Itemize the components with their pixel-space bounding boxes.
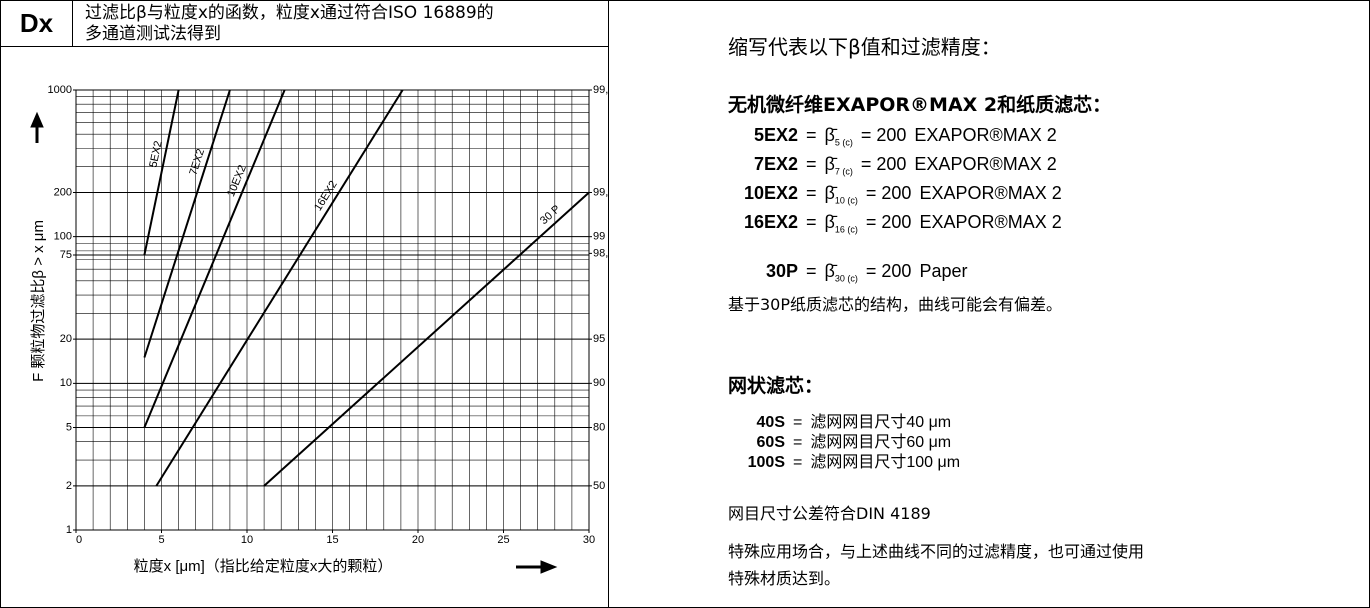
y-tick-label: 1000: [48, 84, 72, 96]
arrow-head: [540, 560, 558, 574]
abbrev-row: 5EX2 = β̄5 (c) = 200 EXAPOR®MAX 2: [728, 125, 1057, 148]
section-heading: 网状滤芯：: [728, 375, 824, 397]
y2-tick-label: 98,7: [593, 247, 608, 259]
x-tick-label: 5: [158, 534, 164, 546]
y-tick-label: 10: [60, 377, 72, 389]
y2-tick-label: 50: [593, 480, 605, 492]
y-tick-label: 75: [60, 249, 72, 261]
beta-symbol: β̄: [824, 212, 835, 232]
arrows: [30, 111, 558, 574]
equals: =: [806, 125, 817, 145]
note: 特殊应用场合，与上述曲线不同的过滤精度，也可通过使用特殊材质达到。: [728, 542, 1145, 588]
x-tick-label: 0: [76, 534, 82, 546]
series-label: 30 P: [538, 203, 563, 227]
mesh-row: 60S = 滤网网目尺寸60 μm: [728, 428, 952, 452]
beta-value: = 200: [865, 261, 912, 281]
beta-value: = 200: [865, 212, 912, 232]
y-axis-label: F 颗粒物过滤比β > x μm: [30, 220, 47, 382]
material: Paper: [919, 261, 968, 281]
title-line: 多通道测试法得到: [85, 24, 221, 44]
mesh-text: 滤网网目尺寸60 μm: [810, 434, 952, 451]
chart: 粒度x [μm]（指比给定粒度x大的颗粒） F 颗粒物过滤比β > x μm 1…: [30, 84, 608, 575]
x-tick-label: 20: [412, 534, 424, 546]
y2-tick-label: 95: [593, 333, 605, 345]
beta-value: = 200: [865, 183, 912, 203]
material: EXAPOR®MAX 2: [919, 212, 1062, 232]
y2-tick-label: 90: [593, 377, 605, 389]
y-tick-label: 5: [66, 421, 72, 433]
x-tick-label: 25: [497, 534, 509, 546]
series-line: [155, 89, 404, 487]
abbrev-row: 10EX2 = β̄10 (c) = 200 EXAPOR®MAX 2: [728, 183, 1062, 206]
y2-tick-label: 99,5: [593, 186, 608, 198]
divider: [608, 1, 609, 607]
code: 60S: [756, 434, 785, 451]
material: EXAPOR®MAX 2: [919, 183, 1062, 203]
intro: 缩写代表以下β值和过滤精度：: [728, 35, 1001, 59]
series-line: [143, 89, 180, 256]
beta-subscript: 7 (c): [834, 166, 853, 177]
arrow-head: [30, 111, 44, 128]
mesh-text: 滤网网目尺寸100 μm: [810, 454, 961, 471]
y2-tick-label: 99,9: [593, 84, 608, 96]
section-heading: 无机微纤维EXAPOR®MAX 2和纸质滤芯：: [728, 94, 1112, 116]
series-label: 5EX2: [147, 140, 164, 169]
note: 基于30P纸质滤芯的结构，曲线可能会有偏差。: [728, 295, 1063, 314]
abbrev-row: 30P = β̄30 (c) = 200 Paper: [728, 261, 968, 284]
y-tick-label: 200: [54, 186, 72, 198]
equals: =: [806, 183, 817, 203]
equals: =: [806, 212, 817, 232]
material: EXAPOR®MAX 2: [914, 154, 1057, 174]
series-label: 10EX2: [225, 163, 249, 198]
beta-subscript: 5 (c): [834, 137, 853, 148]
y2-tick-label: 99: [593, 231, 605, 243]
y-tick-label: 100: [54, 231, 72, 243]
title-line: 过滤比β与粒度x的函数，粒度x通过符合ISO 16889的: [85, 3, 494, 23]
series-line: [263, 191, 590, 487]
equals: =: [806, 154, 817, 174]
beta-symbol: β̄: [824, 183, 835, 203]
header-rule: [73, 46, 608, 47]
beta-symbol: β̄: [824, 261, 835, 281]
mesh-text: 滤网网目尺寸40 μm: [810, 414, 952, 431]
code: 16EX2: [743, 212, 798, 232]
x-axis-label: 粒度x [μm]（指比给定粒度x大的颗粒）: [134, 558, 393, 575]
code: 5EX2: [753, 125, 798, 145]
equals: =: [793, 414, 803, 431]
badge: Dx: [1, 1, 73, 47]
code: 30P: [765, 261, 798, 281]
mesh-row: 40S = 滤网网目尺寸40 μm: [728, 408, 952, 432]
x-tick-label: 15: [326, 534, 338, 546]
abbrev-row: 7EX2 = β̄7 (c) = 200 EXAPOR®MAX 2: [728, 154, 1057, 177]
beta-subscript: 10 (c): [834, 195, 858, 206]
beta-symbol: β̄: [824, 154, 835, 174]
x-tick-label: 30: [583, 534, 595, 546]
beta-subscript: 30 (c): [834, 273, 858, 284]
beta-symbol: β̄: [824, 125, 835, 145]
equals: =: [806, 261, 817, 281]
code: 100S: [747, 454, 785, 471]
y2-tick-label: 80: [593, 421, 605, 433]
y-tick-label: 20: [60, 333, 72, 345]
beta-value: = 200: [860, 154, 907, 174]
abbrev-row: 16EX2 = β̄16 (c) = 200 EXAPOR®MAX 2: [728, 212, 1062, 235]
code: 40S: [756, 414, 785, 431]
code: 7EX2: [753, 154, 798, 174]
code: 10EX2: [743, 183, 798, 203]
beta-value: = 200: [860, 125, 907, 145]
equals: =: [793, 434, 803, 451]
mesh-row: 100S = 滤网网目尺寸100 μm: [728, 448, 960, 472]
note: 网目尺寸公差符合DIN 4189: [728, 504, 931, 523]
equals: =: [793, 454, 803, 471]
series-line: [143, 89, 231, 358]
title: 过滤比β与粒度x的函数，粒度x通过符合ISO 16889的 多通道测试法得到: [85, 3, 494, 45]
y-tick-label: 2: [66, 480, 72, 492]
material: EXAPOR®MAX 2: [914, 125, 1057, 145]
series-line: [143, 89, 286, 428]
x-tick-label: 10: [241, 534, 253, 546]
y-tick-label: 1: [66, 524, 72, 536]
beta-subscript: 16 (c): [834, 224, 858, 235]
